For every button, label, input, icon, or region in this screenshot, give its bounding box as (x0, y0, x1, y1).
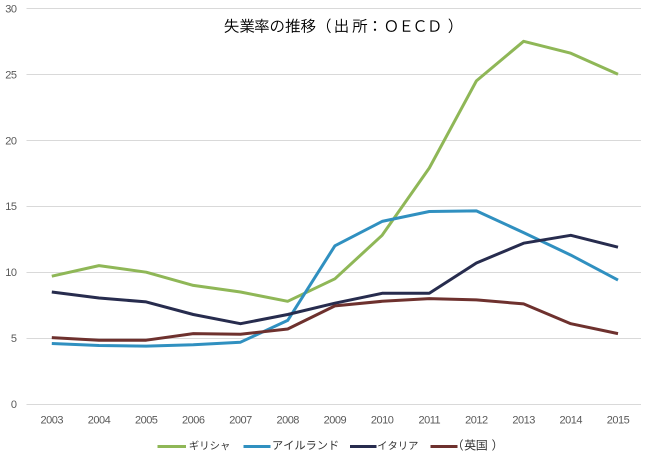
svg-text:2008: 2008 (276, 414, 299, 426)
svg-text:30: 30 (5, 3, 17, 15)
svg-text:0: 0 (11, 399, 17, 411)
svg-text:20: 20 (5, 135, 17, 147)
svg-text:2012: 2012 (465, 414, 488, 426)
svg-text:5: 5 (11, 333, 17, 345)
svg-text:15: 15 (5, 201, 17, 213)
svg-text:2010: 2010 (371, 414, 394, 426)
svg-text:10: 10 (5, 267, 17, 279)
svg-text:2009: 2009 (324, 414, 347, 426)
svg-text:2014: 2014 (560, 414, 583, 426)
svg-text:2011: 2011 (418, 414, 440, 426)
svg-text:2005: 2005 (135, 414, 158, 426)
svg-text:2013: 2013 (512, 414, 535, 426)
svg-text:2006: 2006 (182, 414, 205, 426)
svg-text:2003: 2003 (41, 414, 64, 426)
svg-text:2007: 2007 (229, 414, 252, 426)
svg-text:25: 25 (5, 69, 17, 81)
svg-text:2004: 2004 (88, 414, 111, 426)
svg-text:2015: 2015 (607, 414, 630, 426)
